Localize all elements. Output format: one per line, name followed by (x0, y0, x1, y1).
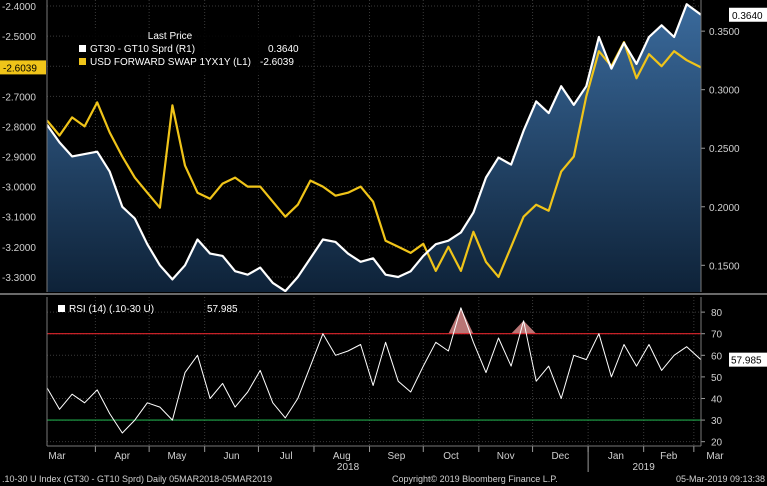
x-tick-label: Dec (551, 451, 569, 462)
x-tick-label: Apr (114, 451, 130, 462)
left-last-badge: -2.6039 (0, 60, 46, 75)
rsi-last-badge: 57.985 (729, 352, 767, 367)
right-last-badge: 0.3640 (729, 7, 767, 22)
left-tick-label: -3.3000 (2, 273, 36, 284)
rsi-panel: 80 70 60 50 40 30 20 RSI (14) (.10-30 U) 57.98… (46, 297, 767, 449)
rsi-legend-label: RSI (14) (.10-30 U) (69, 304, 154, 315)
x-year-label: 2018 (337, 462, 360, 473)
left-last-value: -2.6039 (3, 63, 37, 74)
x-tick-label: Feb (660, 451, 678, 462)
x-tick-label: Nov (497, 451, 515, 462)
footer-timestamp: 05-Mar-2019 09:13:38 (676, 474, 765, 484)
legend: Last Price GT30 - GT10 Sprd (R1) 0.3640 … (71, 29, 299, 73)
rsi-tick-label: 50 (711, 373, 723, 384)
x-tick-label: Jan (608, 451, 624, 462)
x-axis: Mar Apr May Jun Jul Aug Sep Oct Nov Dec Jan Feb Mar 2… (47, 445, 724, 473)
left-tick-label: -2.5000 (2, 32, 36, 43)
right-tick-label: 0.1500 (709, 261, 740, 272)
x-tick-label: Sep (387, 451, 405, 462)
right-last-value: 0.3640 (732, 11, 763, 22)
legend-swatch-spread (79, 45, 86, 52)
series-line-usd-forward-swap (47, 41, 701, 278)
legend-label-swap: USD FORWARD SWAP 1YX1Y (L1) (90, 57, 251, 68)
legend-title: Last Price (148, 31, 193, 42)
rsi-legend-value: 57.985 (207, 304, 238, 315)
rsi-tick-label: 40 (711, 394, 723, 405)
right-tick-label: 0.2000 (709, 203, 740, 214)
legend-swatch-swap (79, 58, 86, 65)
rsi-tick-label: 70 (711, 330, 723, 341)
rsi-tick-label: 30 (711, 416, 723, 427)
series-line-rsi (47, 307, 701, 434)
x-tick-label: Mar (706, 451, 724, 462)
upper-panel: -2.4000-2.5000-2.6000-2.7000-2.8000-2.90… (0, 0, 767, 292)
x-tick-label: Aug (333, 451, 351, 462)
left-tick-label: -3.0000 (2, 183, 36, 194)
footer: .10-30 U Index (GT30 - GT10 Sprd) Daily … (2, 474, 765, 484)
right-axis: 0.3500 0.3000 0.2500 0.2000 0.1500 (700, 0, 740, 292)
rsi-last-value: 57.985 (731, 356, 762, 367)
left-tick-label: -2.8000 (2, 122, 36, 133)
rsi-tick-label: 60 (711, 351, 723, 362)
x-tick-label: Mar (48, 451, 66, 462)
x-tick-label: Jun (223, 451, 239, 462)
x-year-label: 2019 (633, 462, 656, 473)
right-tick-label: 0.3500 (709, 27, 740, 38)
rsi-axis: 80 70 60 50 40 30 20 (46, 297, 723, 449)
x-tick-label: Oct (443, 451, 459, 462)
legend-value-swap: -2.6039 (260, 57, 294, 68)
left-tick-label: -3.2000 (2, 243, 36, 254)
footer-copyright: Copyright© 2019 Bloomberg Finance L.P. (392, 474, 558, 484)
right-tick-label: 0.3000 (709, 86, 740, 97)
footer-index: .10-30 U Index (GT30 - GT10 Sprd) Daily … (2, 474, 272, 484)
x-tick-label: Jul (280, 451, 293, 462)
rsi-tick-label: 20 (711, 438, 723, 449)
x-tick-label: May (167, 451, 186, 462)
series-line-gt30-gt10-spread (47, 3, 701, 292)
left-tick-label: -2.7000 (2, 92, 36, 103)
rsi-tick-label: 80 (711, 308, 723, 319)
spread-area (47, 4, 701, 292)
left-tick-label: -2.4000 (2, 2, 36, 13)
rsi-legend-swatch (58, 305, 65, 312)
left-tick-label: -3.1000 (2, 213, 36, 224)
right-tick-label: 0.2500 (709, 144, 740, 155)
legend-value-spread: 0.3640 (268, 44, 299, 55)
legend-label-spread: GT30 - GT10 Sprd (R1) (90, 44, 195, 55)
rsi-legend: RSI (14) (.10-30 U) 57.985 (58, 304, 238, 315)
left-tick-label: -2.9000 (2, 153, 36, 164)
